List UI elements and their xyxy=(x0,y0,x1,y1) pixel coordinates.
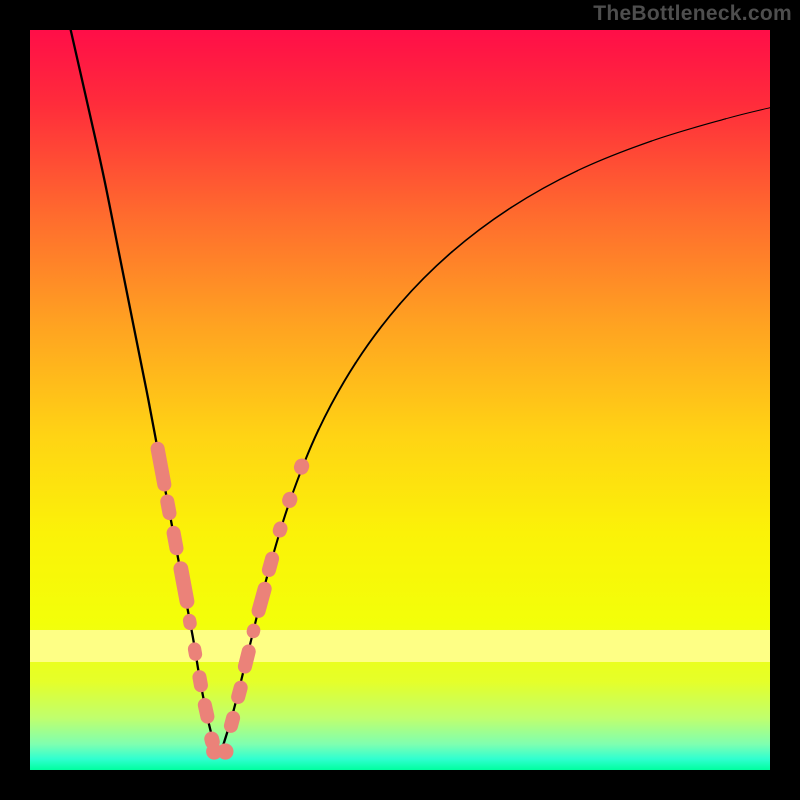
bottleneck-chart xyxy=(0,0,800,800)
plot-band xyxy=(30,630,770,662)
marker-bottom xyxy=(217,743,233,759)
watermark-text: TheBottleneck.com xyxy=(593,2,792,26)
chart-container: TheBottleneck.com xyxy=(0,0,800,800)
